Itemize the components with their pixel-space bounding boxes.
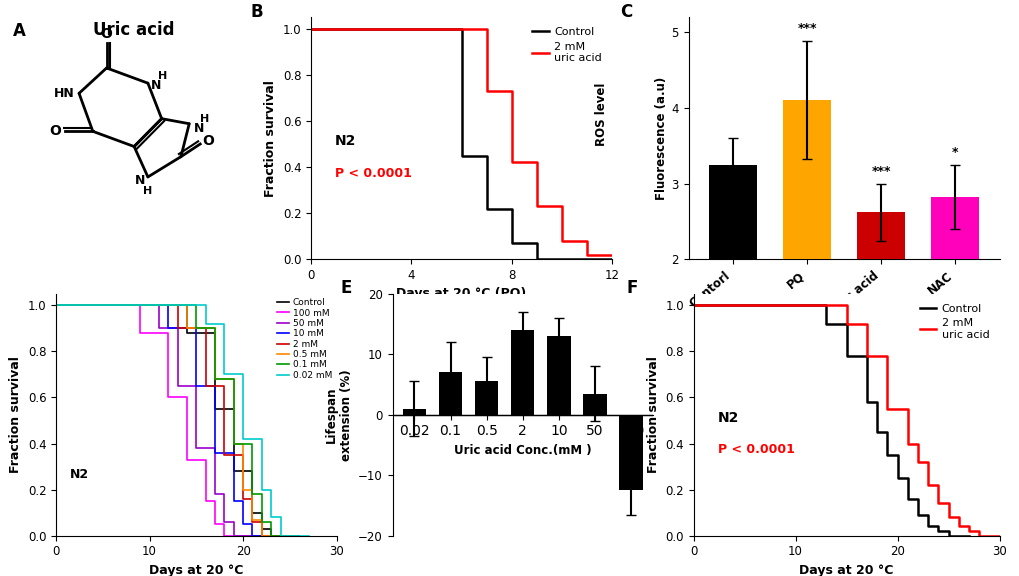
Text: N: N [194, 122, 204, 135]
Text: O: O [203, 134, 214, 149]
Y-axis label: Fraction survival: Fraction survival [264, 80, 277, 196]
Bar [583, 393, 606, 415]
Text: H: H [158, 71, 167, 81]
Text: B: B [251, 3, 263, 21]
Text: A: A [13, 22, 25, 40]
Text: N2: N2 [717, 411, 739, 425]
Bar [619, 415, 642, 490]
Text: ROS level: ROS level [594, 82, 607, 146]
Bar [930, 197, 978, 259]
X-axis label: Days at 20 °C: Days at 20 °C [149, 564, 244, 576]
Text: P < 0.0001: P < 0.0001 [335, 167, 412, 180]
Text: Uric acid: Uric acid [94, 21, 174, 39]
Text: O: O [50, 124, 61, 138]
Text: F: F [626, 279, 637, 297]
X-axis label: Uric acid Conc.(mM ): Uric acid Conc.(mM ) [453, 444, 591, 457]
Text: N2: N2 [70, 468, 90, 480]
Text: P < 0.0001: P < 0.0001 [717, 444, 794, 456]
Text: H: H [200, 113, 209, 124]
Y-axis label: Fluorescence (a.u): Fluorescence (a.u) [655, 77, 667, 200]
Bar [783, 100, 830, 259]
Bar [708, 165, 756, 259]
Bar [403, 409, 426, 415]
Bar [546, 336, 570, 415]
Bar [438, 372, 462, 415]
Bar [475, 381, 498, 415]
Bar [856, 213, 904, 259]
Text: H: H [143, 186, 153, 196]
Text: HN: HN [53, 87, 74, 100]
Legend: Control, 100 mM, 50 mM, 10 mM, 2 mM, 0.5 mM, 0.1 mM, 0.02 mM: Control, 100 mM, 50 mM, 10 mM, 2 mM, 0.5… [277, 298, 332, 380]
X-axis label: Days at 20 °C: Days at 20 °C [799, 564, 893, 576]
Text: C: C [620, 3, 632, 21]
Text: *: * [951, 146, 958, 160]
Text: N: N [151, 79, 161, 92]
Legend: Control, 2 mM
uric acid: Control, 2 mM uric acid [914, 300, 994, 344]
Text: O: O [101, 26, 112, 41]
Y-axis label: Fraction survival: Fraction survival [9, 357, 22, 473]
Text: N: N [135, 175, 145, 187]
Text: E: E [340, 279, 352, 297]
Text: N2: N2 [335, 135, 357, 149]
Bar [511, 330, 534, 415]
X-axis label: Days at 20 °C (PQ): Days at 20 °C (PQ) [396, 287, 526, 301]
Y-axis label: Lifespan
extension (%): Lifespan extension (%) [324, 369, 353, 461]
Text: ***: *** [870, 165, 890, 177]
Text: ***: *** [797, 22, 816, 36]
Legend: Control, 2 mM
uric acid: Control, 2 mM uric acid [527, 23, 606, 68]
Y-axis label: Fraction survival: Fraction survival [646, 357, 659, 473]
